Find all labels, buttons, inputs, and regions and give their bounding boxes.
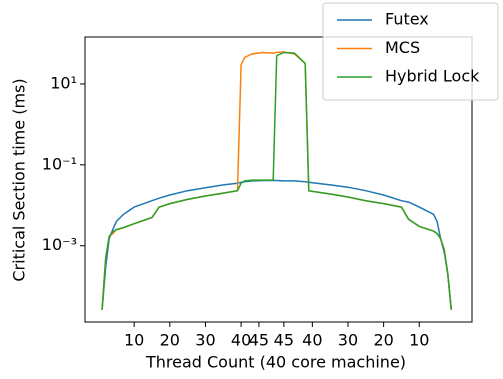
- x-tick-label: 40: [231, 331, 251, 350]
- x-tick-label: 30: [195, 331, 215, 350]
- x-tick-label: 45: [274, 331, 294, 350]
- legend-label: Hybrid Lock: [385, 67, 480, 86]
- y-tick-label: 10⁻³: [42, 235, 77, 254]
- series-line: [101, 179, 453, 310]
- legend-box: [322, 2, 499, 101]
- x-tick-label: 30: [338, 331, 358, 350]
- y-tick-label: 10¹: [50, 73, 77, 92]
- plot-frame: [84, 36, 473, 323]
- x-tick-label: 10: [409, 331, 429, 350]
- x-tick-label: 20: [373, 331, 393, 350]
- legend-label: Futex: [385, 10, 429, 29]
- legend-label: MCS: [385, 38, 420, 57]
- x-axis-label: Thread Count (40 core machine): [145, 353, 406, 372]
- x-tick-label: 40: [302, 331, 322, 350]
- x-tick-label: 20: [160, 331, 180, 350]
- series-line: [101, 51, 453, 310]
- x-tick-label: 45: [249, 331, 269, 350]
- y-tick-label: 10⁻¹: [42, 154, 77, 173]
- y-axis-label: Critical Section time (ms): [10, 78, 29, 281]
- x-tick-label: 10: [124, 331, 144, 350]
